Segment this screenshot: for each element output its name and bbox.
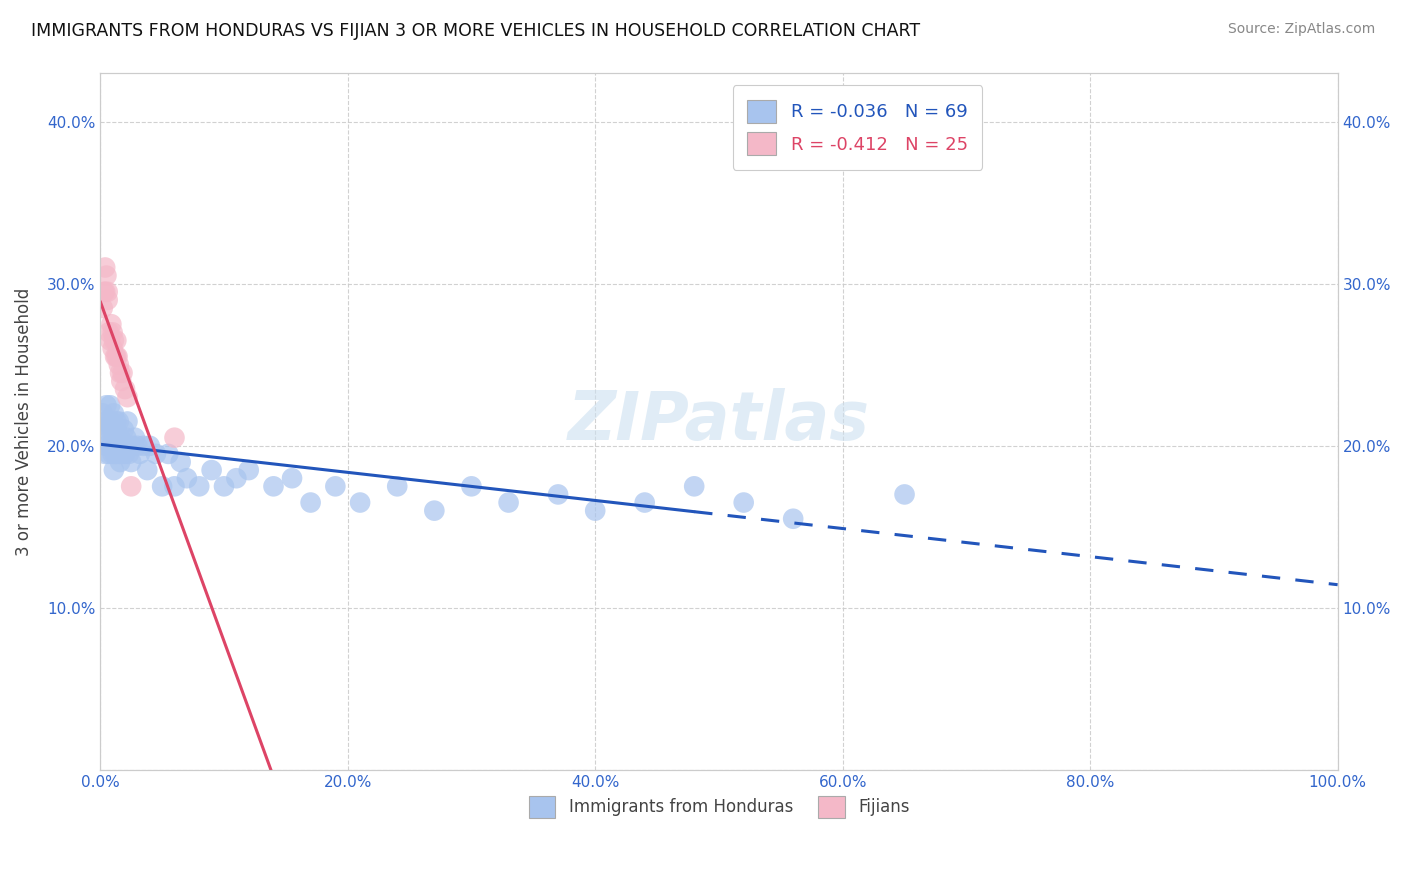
Point [238, 463, 260, 477]
Point [117, 390, 139, 404]
Point [114, 447, 136, 461]
Y-axis label: 3 or more Vehicles in Household: 3 or more Vehicles in Household [15, 287, 32, 556]
Point [145, 447, 167, 461]
Point [94, 260, 117, 275]
Legend: Immigrants from Honduras, Fijians: Immigrants from Honduras, Fijians [522, 789, 917, 824]
Point [115, 431, 138, 445]
Point [112, 423, 135, 437]
Point [349, 495, 371, 509]
Point [121, 439, 143, 453]
Point [157, 447, 180, 461]
Point [460, 479, 482, 493]
Point [118, 447, 141, 461]
Point [114, 382, 136, 396]
Point [96, 439, 118, 453]
Point [104, 447, 127, 461]
Point [101, 342, 124, 356]
Point [108, 366, 131, 380]
Point [103, 463, 125, 477]
Point [132, 439, 155, 453]
Point [105, 415, 128, 429]
Point [91, 406, 114, 420]
Point [299, 495, 322, 509]
Point [107, 350, 129, 364]
Point [97, 293, 120, 307]
Point [100, 317, 122, 331]
Point [94, 285, 117, 299]
Point [893, 487, 915, 501]
Point [120, 455, 142, 469]
Point [98, 398, 121, 412]
Point [170, 455, 193, 469]
Point [163, 479, 186, 493]
Point [93, 285, 115, 299]
Point [97, 415, 120, 429]
Point [634, 495, 657, 509]
Point [136, 463, 159, 477]
Point [128, 447, 150, 461]
Point [325, 479, 347, 493]
Point [201, 463, 224, 477]
Point [98, 423, 121, 437]
Point [583, 503, 606, 517]
Point [423, 503, 446, 517]
Text: Source: ZipAtlas.com: Source: ZipAtlas.com [1227, 22, 1375, 37]
Point [163, 431, 186, 445]
Point [281, 471, 304, 485]
Text: ZIPatlas: ZIPatlas [568, 389, 870, 455]
Point [104, 350, 127, 364]
Point [97, 326, 120, 340]
Point [212, 479, 235, 493]
Point [93, 423, 115, 437]
Point [124, 431, 146, 445]
Point [98, 334, 121, 348]
Point [94, 415, 117, 429]
Point [387, 479, 409, 493]
Point [107, 431, 129, 445]
Point [97, 431, 120, 445]
Point [103, 406, 125, 420]
Point [547, 487, 569, 501]
Point [110, 447, 132, 461]
Point [108, 431, 131, 445]
Point [100, 415, 122, 429]
Point [97, 447, 120, 461]
Point [225, 471, 247, 485]
Point [101, 423, 124, 437]
Point [104, 439, 127, 453]
Point [100, 439, 122, 453]
Point [108, 415, 131, 429]
Point [96, 268, 118, 283]
Point [263, 479, 285, 493]
Point [176, 471, 198, 485]
Point [101, 326, 124, 340]
Point [105, 350, 128, 364]
Point [139, 439, 162, 453]
Point [94, 447, 117, 461]
Point [97, 285, 120, 299]
Point [108, 439, 131, 453]
Point [91, 301, 114, 315]
Text: IMMIGRANTS FROM HONDURAS VS FIJIAN 3 OR MORE VEHICLES IN HOUSEHOLD CORRELATION C: IMMIGRANTS FROM HONDURAS VS FIJIAN 3 OR … [31, 22, 920, 40]
Point [111, 439, 134, 453]
Point [105, 334, 128, 348]
Point [120, 479, 142, 493]
Point [108, 358, 131, 372]
Point [782, 512, 804, 526]
Point [733, 495, 755, 509]
Point [188, 479, 211, 493]
Point [96, 398, 118, 412]
Point [110, 374, 132, 388]
Point [108, 455, 131, 469]
Point [105, 423, 128, 437]
Point [117, 415, 139, 429]
Point [101, 447, 124, 461]
Point [127, 439, 149, 453]
Point [498, 495, 520, 509]
Point [150, 479, 173, 493]
Point [107, 447, 129, 461]
Point [103, 334, 125, 348]
Point [683, 479, 706, 493]
Point [111, 366, 134, 380]
